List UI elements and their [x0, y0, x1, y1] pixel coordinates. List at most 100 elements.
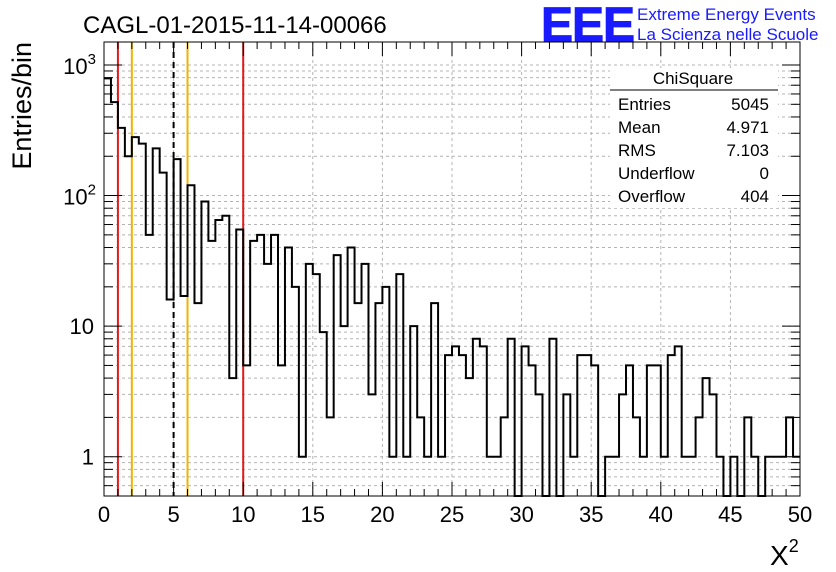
- histogram-bin: [160, 173, 167, 496]
- branding-line-2: La Scienza nelle Scuole: [637, 25, 818, 44]
- histogram-bin: [271, 235, 278, 496]
- axis-ticks: 0 5 10 15 20 25 30 35 40 45 50 1 10 102 103: [63, 42, 812, 527]
- histogram-bin: [716, 457, 723, 496]
- histogram-bin: [682, 457, 689, 496]
- histogram-bin: [640, 457, 647, 496]
- stats-rows: Entries 5045 Mean 4.971 RMS 7.103 Underflow 0 Ov…: [618, 95, 769, 206]
- y-tick-label-1: 10: [70, 314, 94, 339]
- stats-label-entries: Entries: [618, 95, 671, 114]
- x-tick-label-2: 10: [231, 502, 255, 527]
- y-axis-label: Entries/bin: [7, 42, 37, 170]
- stats-value-entries: 5045: [731, 95, 769, 114]
- x-tick-label-10: 50: [788, 502, 812, 527]
- histogram-bin: [111, 102, 118, 496]
- histogram-bin: [278, 365, 285, 496]
- histogram-bin: [473, 339, 480, 496]
- stats-value-rms: 7.103: [726, 141, 769, 160]
- histogram-bin: [375, 303, 382, 496]
- histogram-bin: [487, 457, 494, 496]
- histogram-bin: [577, 355, 584, 496]
- histogram-bin: [703, 378, 710, 496]
- histogram-bin: [174, 159, 181, 496]
- histogram-bin: [146, 235, 153, 496]
- eee-logo: EEE: [541, 0, 634, 52]
- histogram-bin: [779, 457, 786, 496]
- histogram-bin: [382, 287, 389, 496]
- x-tick-label-1: 5: [167, 502, 179, 527]
- histogram-bin: [243, 365, 250, 496]
- histogram-bin: [689, 457, 696, 496]
- histogram-bin: [222, 216, 229, 496]
- histogram-bin: [633, 417, 640, 496]
- stats-value-underflow: 0: [760, 164, 769, 183]
- branding: EEE Extreme Energy Events La Scienza nel…: [541, 0, 819, 53]
- histogram-bin: [313, 274, 320, 496]
- histogram-bin: [661, 457, 668, 496]
- histogram-bins: [104, 77, 800, 497]
- histogram-bin: [619, 394, 626, 496]
- histogram-bin: [188, 185, 195, 496]
- histogram-bin: [153, 148, 160, 496]
- x-axis-label: X2: [770, 536, 799, 571]
- histogram-bin: [563, 394, 570, 496]
- histogram-bin: [654, 365, 661, 496]
- histogram-bin: [612, 457, 619, 496]
- histogram-bin: [396, 274, 403, 496]
- histogram-bin: [647, 365, 654, 496]
- histogram-bin: [348, 248, 355, 496]
- stats-label-underflow: Underflow: [618, 164, 695, 183]
- histogram-bin: [529, 365, 536, 496]
- histogram-bin: [208, 241, 215, 496]
- histogram-bin: [494, 457, 501, 496]
- histogram-bin: [236, 229, 243, 496]
- histogram-bin: [626, 365, 633, 496]
- histogram-bin: [696, 417, 703, 496]
- histogram-bin: [229, 378, 236, 496]
- histogram-bin: [744, 417, 751, 496]
- histogram-bin: [605, 457, 612, 496]
- histogram-bin: [751, 457, 758, 496]
- chart-title: CAGL-01-2015-11-14-00066: [83, 12, 387, 39]
- histogram-bin: [668, 355, 675, 496]
- histogram-bin: [522, 346, 529, 496]
- y-tick-label-2: 102: [63, 182, 96, 210]
- histogram-outline: [104, 77, 800, 497]
- histogram-bin: [710, 394, 717, 496]
- histogram-bin: [438, 457, 445, 496]
- stats-value-overflow: 404: [741, 187, 769, 206]
- histogram-bin: [327, 417, 334, 496]
- histogram-bin: [417, 417, 424, 496]
- x-tick-label-5: 25: [440, 502, 464, 527]
- histogram-bin: [341, 326, 348, 496]
- stats-label-overflow: Overflow: [618, 187, 686, 206]
- histogram-bin: [459, 355, 466, 496]
- histogram-bin: [584, 355, 591, 496]
- histogram-bin: [201, 202, 208, 496]
- x-tick-label-3: 15: [301, 502, 325, 527]
- x-tick-label-9: 45: [718, 502, 742, 527]
- histogram-bin: [264, 264, 271, 496]
- histogram-bin: [424, 457, 431, 496]
- histogram-bin: [355, 303, 362, 496]
- histogram-bin: [675, 346, 682, 496]
- histogram-bin: [215, 220, 222, 496]
- histogram-bin: [570, 457, 577, 496]
- x-tick-label-7: 35: [579, 502, 603, 527]
- histogram-bin: [306, 264, 313, 496]
- histogram-bin: [536, 394, 543, 496]
- histogram-bin: [167, 299, 174, 496]
- histogram-bin: [445, 355, 452, 496]
- x-tick-label-6: 30: [509, 502, 533, 527]
- stats-value-mean: 4.971: [726, 118, 769, 137]
- x-axis-label-base: X: [770, 540, 789, 571]
- stats-box: ChiSquare Entries 5045 Mean 4.971 RMS 7.103 Un…: [610, 68, 778, 208]
- histogram-bin: [466, 378, 473, 496]
- histogram-bin: [257, 235, 264, 496]
- branding-line-1: Extreme Energy Events: [637, 5, 816, 24]
- stats-label-mean: Mean: [618, 118, 661, 137]
- histogram-bin: [118, 128, 125, 496]
- histogram-bin: [765, 457, 772, 496]
- histogram-bin: [389, 457, 396, 496]
- histogram-bin: [368, 394, 375, 496]
